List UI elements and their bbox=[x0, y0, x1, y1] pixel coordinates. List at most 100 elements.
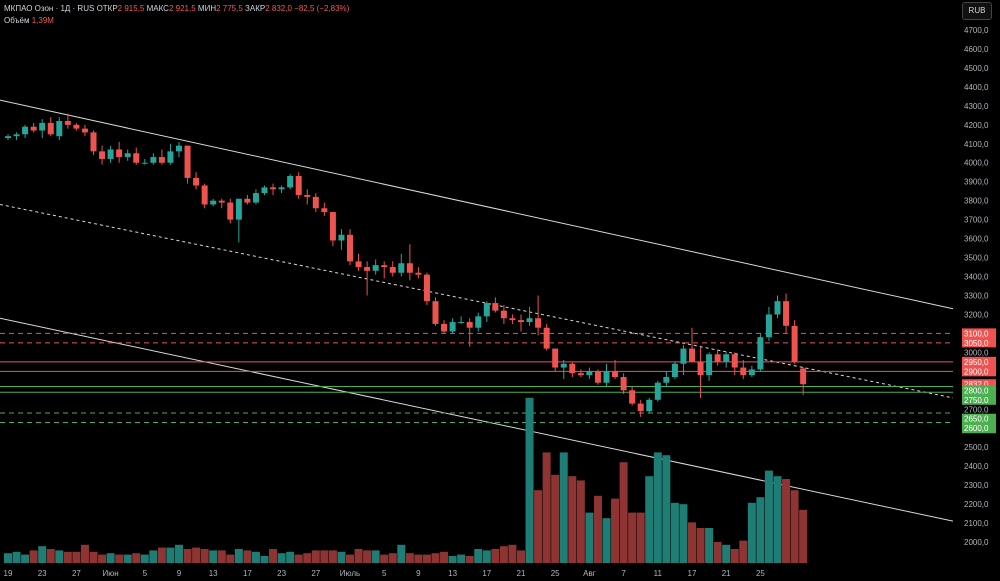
candle-body bbox=[500, 310, 507, 319]
y-tick-label: 3900,0 bbox=[964, 178, 989, 187]
volume-bar bbox=[688, 522, 696, 563]
candle-body bbox=[637, 403, 644, 412]
volume-bar bbox=[636, 512, 645, 563]
x-tick-label: 9 bbox=[177, 569, 182, 578]
volume-bar bbox=[645, 476, 654, 563]
x-tick-label: 21 bbox=[517, 569, 526, 578]
x-tick-label: Авг bbox=[583, 569, 596, 578]
candle-body bbox=[646, 399, 653, 412]
x-tick-label: 23 bbox=[38, 569, 47, 578]
volume-bar bbox=[790, 490, 799, 563]
chart-legend: МКПАО Озон · 1Д · RUS ОТКР2 915,5 МАКС2 … bbox=[4, 3, 349, 27]
volume-bar bbox=[730, 549, 739, 563]
y-tick-label: 4200,0 bbox=[964, 121, 989, 130]
price-label-sup: 2650,0 bbox=[964, 415, 989, 424]
candle-body bbox=[338, 234, 345, 241]
candle-body bbox=[218, 200, 225, 203]
volume-bar bbox=[363, 550, 372, 563]
volume-bar bbox=[63, 551, 72, 563]
x-tick-label: 13 bbox=[448, 569, 457, 578]
volume-bar bbox=[132, 553, 141, 563]
price-label-box bbox=[962, 394, 996, 405]
candle-body bbox=[150, 157, 157, 163]
volume-bar bbox=[175, 544, 183, 563]
y-tick-label: 2200,0 bbox=[964, 500, 989, 509]
candle-body bbox=[714, 354, 721, 362]
candle-body bbox=[406, 263, 413, 273]
low-label: МИН bbox=[197, 4, 217, 13]
candle-body bbox=[73, 124, 80, 129]
volume-bar bbox=[397, 544, 406, 563]
candle-body bbox=[483, 303, 490, 317]
candle-body bbox=[235, 198, 242, 220]
volume-bar bbox=[157, 547, 166, 563]
candle-body bbox=[689, 348, 695, 362]
y-tick-label: 4700,0 bbox=[964, 26, 989, 35]
volume-bar bbox=[226, 554, 235, 563]
candle-body bbox=[5, 136, 11, 139]
volume-bar bbox=[764, 470, 773, 563]
volume-bar bbox=[653, 452, 662, 563]
y-tick-label: 2400,0 bbox=[964, 462, 989, 471]
candle-body bbox=[492, 303, 499, 311]
candle-body bbox=[398, 263, 405, 273]
low-value: 2 775,5 bbox=[216, 4, 243, 13]
candle-body bbox=[270, 187, 277, 190]
y-tick-label: 3300,0 bbox=[964, 291, 989, 300]
volume-bar bbox=[371, 550, 380, 563]
candle-body bbox=[423, 274, 430, 302]
x-tick-label: 27 bbox=[72, 569, 81, 578]
candle-body bbox=[594, 371, 601, 383]
candle-body bbox=[518, 320, 524, 323]
channel-upper-line bbox=[0, 99, 954, 310]
price-label-box bbox=[962, 337, 996, 348]
price-label-res: 3050,0 bbox=[964, 339, 989, 348]
x-tick-label: 25 bbox=[756, 569, 765, 578]
x-tick-label: 7 bbox=[621, 569, 626, 578]
candle-body bbox=[30, 126, 37, 131]
candle-body bbox=[663, 377, 670, 383]
volume-bar bbox=[422, 554, 431, 563]
candle-body bbox=[765, 314, 772, 338]
channel-lower-line bbox=[0, 317, 954, 522]
volume-bar bbox=[166, 547, 175, 563]
volume-bar bbox=[89, 551, 98, 563]
volume-bar bbox=[517, 550, 525, 563]
candle-body bbox=[364, 267, 371, 271]
volume-bar bbox=[260, 556, 269, 563]
candle-body bbox=[671, 363, 678, 378]
candle-body bbox=[372, 265, 379, 271]
y-tick-label: 4300,0 bbox=[964, 102, 989, 111]
volume-bar bbox=[551, 474, 560, 563]
volume-bar bbox=[405, 553, 414, 563]
candle-body bbox=[748, 369, 755, 376]
candle-body bbox=[697, 361, 704, 376]
volume-bar bbox=[12, 551, 21, 563]
volume-bar bbox=[799, 509, 808, 563]
y-tick-label: 2500,0 bbox=[964, 443, 989, 452]
x-tick-label: 11 bbox=[654, 569, 663, 578]
candle-body bbox=[22, 126, 29, 135]
volume-bar bbox=[209, 550, 218, 563]
candle-body bbox=[449, 322, 456, 332]
candle-body bbox=[210, 200, 217, 205]
candle-body bbox=[654, 382, 661, 400]
volume-bar bbox=[662, 455, 671, 563]
price-label-res: 2950,0 bbox=[964, 358, 989, 367]
x-tick-label: 21 bbox=[722, 569, 731, 578]
price-label-box bbox=[962, 356, 996, 367]
x-tick-label: 17 bbox=[243, 569, 252, 578]
candle-body bbox=[526, 318, 533, 323]
candle-body bbox=[141, 162, 148, 164]
currency-button[interactable]: RUB bbox=[962, 2, 992, 20]
volume-bar bbox=[123, 554, 132, 563]
candle-body bbox=[509, 318, 516, 321]
candle-body bbox=[39, 122, 46, 131]
x-tick-label: 17 bbox=[688, 569, 697, 578]
volume-bar bbox=[46, 549, 55, 563]
volume-bar bbox=[346, 554, 354, 563]
volume-bar bbox=[499, 546, 508, 563]
volume-bar bbox=[508, 544, 517, 563]
high-value: 2 921,5 bbox=[168, 4, 196, 13]
